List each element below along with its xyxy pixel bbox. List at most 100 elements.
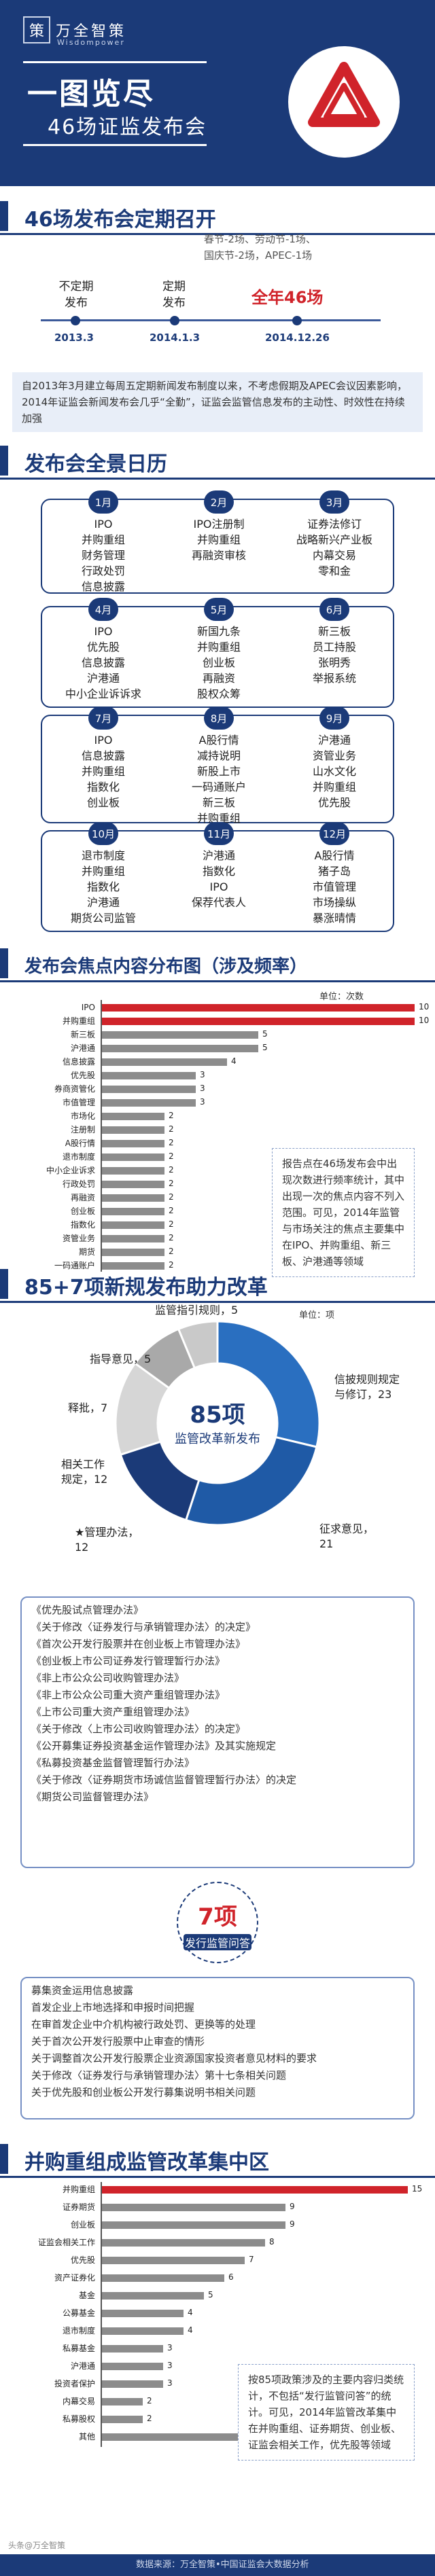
timeline-date: 2014.1.3 [150, 332, 201, 344]
calendar-item: 证券法修订 [307, 518, 362, 531]
calendar-item: IPO [94, 734, 113, 747]
list-item: 《创业板上市公司证券发行管理暂行办法》 [31, 1655, 226, 1667]
calendar-month-items: 沪港通 资管业务 山水文化 并购重组 优先股 [294, 732, 375, 810]
calendar-item: 并购重组 [196, 812, 241, 825]
bar-category-label: 并购重组 [62, 1016, 95, 1026]
calendar-item: IPO [209, 880, 228, 893]
bar [102, 2221, 285, 2229]
calendar-month-items: IPO注册制 并购重组 再融资审核 [178, 516, 260, 563]
donut-label-top: 监管指引规则，5 [155, 1304, 239, 1317]
bar-value-label: 5 [262, 1043, 268, 1052]
header-rule-bottom [23, 144, 207, 146]
bar [102, 2327, 184, 2335]
bar [102, 1181, 164, 1188]
footer-source: 数据来源：万全智策•中国证监会大数据分析 [0, 2554, 435, 2576]
bar [102, 1058, 227, 1066]
timeline-dot [170, 316, 179, 325]
bar-category-label: 优先股 [70, 1071, 95, 1080]
bar [102, 1208, 164, 1215]
calendar-item: 新股上市 [196, 765, 241, 778]
donut-center-label: 监管改革新发布 [175, 1432, 260, 1446]
list-item: 《关于修改〈证券期货市场诚信监督管理暂行办法〉的决定 [31, 1774, 297, 1786]
donut-label-consult: 征求意见， 21 [319, 1522, 375, 1550]
calendar-month-items: 退市制度 并购重组 指数化 沪港通 期货公司监管 [63, 848, 144, 926]
bar [102, 2274, 224, 2282]
focus-note: 报告点在46场发布会中出现次数进行频率统计，其中出现一次的焦点内容不列入范围。可… [272, 1148, 415, 1277]
section-title-newrules: 85+7项新规发布助力改革 [0, 1265, 435, 1303]
calendar-item: 保荐代表人 [191, 896, 246, 909]
bar-category-label: 再融资 [70, 1193, 95, 1202]
ma-note: 按85项政策涉及的主要内容归类统计，不包括“发行监管问答”的统计。可见，2014… [238, 2364, 415, 2461]
bar-value-label: 10 [419, 1016, 430, 1025]
holiday-note-line: 春节-2场、劳动节-1场、 [204, 233, 316, 245]
bar-value-label: 9 [290, 2219, 295, 2229]
bar [102, 1072, 196, 1079]
calendar-item: 并购重组 [81, 765, 125, 778]
calendar-month-items: 证券法修订 战略新兴产业板 内幕交易 零和金 [294, 516, 375, 579]
calendar-item: 零和金 [317, 565, 351, 577]
section-title-schedule: 46场发布会定期召开 [0, 197, 435, 235]
bar-category-label: 证监会相关工作 [37, 2238, 95, 2247]
donut-label-approval: 释批，7 [68, 1401, 108, 1414]
calendar-item: 沪港通 [86, 672, 120, 685]
chart-axis [101, 2182, 102, 2447]
calendar-item: 战略新兴产业板 [296, 533, 372, 546]
bar-value-label: 2 [169, 1165, 174, 1175]
calendar-month-badge: 5月 [204, 598, 234, 621]
bar [102, 2363, 163, 2370]
bar [102, 1113, 164, 1120]
timeline-date: 2014.12.26 [265, 332, 330, 344]
brand-name-en: Wisdompower [57, 38, 125, 47]
bar-value-label: 2 [169, 1247, 174, 1256]
bar-category-label: 信息披露 [62, 1057, 95, 1067]
bar-value-label: 15 [412, 2184, 423, 2194]
donut-center: 85项 监管改革新发布 [102, 1396, 333, 1447]
csrc-logo-icon [288, 46, 400, 158]
timeline-dot [292, 316, 302, 325]
section-marker [0, 201, 8, 231]
calendar-month-items: A股行情 猪子岛 市值管理 市场操纵 暴涨晴情 [294, 848, 375, 926]
bar-value-label: 4 [231, 1056, 237, 1066]
calendar-item: 中小企业诉诉求 [65, 687, 141, 700]
chart-unit-label: 单位：次数 [319, 992, 364, 1002]
bar [102, 2186, 408, 2194]
bar-category-label: 证券期货 [62, 2202, 95, 2212]
section-title-calendar: 发布会全景日历 [0, 442, 435, 480]
timeline-label-text: 不定期 发布 [58, 280, 94, 310]
list-item: 《关于修改〈上市公司收购管理办法〉的决定》 [31, 1723, 246, 1735]
list-item: 《公开募集证券投资基金运作管理办法》及其实施规定 [31, 1740, 277, 1752]
bar-category-label: 指数化 [70, 1220, 95, 1230]
bar-value-label: 6 [228, 2272, 234, 2282]
bar [102, 1099, 196, 1107]
bar-value-label: 2 [169, 1151, 174, 1161]
bar [102, 1004, 415, 1012]
bar-category-label: 退市制度 [62, 2326, 95, 2336]
section-marker [0, 446, 8, 476]
bar-category-label: 私募基金 [62, 2344, 95, 2353]
qa-list-panel: 募集资金运用信息披露 首发企业上市地选择和申报时间把握 在审首发企业中介机构被行政处… [20, 1977, 415, 2119]
section-title-ma: 并购重组成监管改革集中区 [0, 2140, 435, 2178]
chart-axis [101, 1000, 102, 1272]
calendar-item: 并购重组 [81, 865, 125, 878]
calendar-item: A股行情 [314, 849, 355, 862]
calendar-item: 猪子岛 [317, 865, 351, 878]
bar-category-label: 优先股 [70, 2255, 95, 2265]
bar-value-label: 10 [419, 1002, 430, 1012]
calendar-month-items: A股行情 减持说明 新股上市 一码通账户 新三板 并购重组 [178, 732, 260, 826]
bar [102, 2292, 204, 2300]
header-banner: 策 万全智策 Wisdompower 一图览尽 46场证监发布会 [0, 0, 435, 186]
bar-value-label: 2 [169, 1206, 174, 1215]
bar-value-label: 2 [169, 1138, 174, 1147]
page-title: 一图览尽 [27, 77, 155, 111]
bar-value-label: 2 [147, 2414, 152, 2423]
bar [102, 1126, 164, 1134]
bar-category-label: IPO [81, 1003, 95, 1012]
bar [102, 1086, 196, 1093]
timeline-highlight: 全年46场 [251, 288, 324, 307]
calendar-month-badge: 3月 [319, 490, 349, 514]
calendar-row-panel [41, 715, 394, 823]
bar-category-label: 市值管理 [62, 1098, 95, 1107]
bar [102, 1235, 164, 1242]
list-item: 关于修改〈证券发行与承销管理办法〉第十七条相关问题 [31, 2069, 287, 2081]
bar [102, 2310, 184, 2317]
